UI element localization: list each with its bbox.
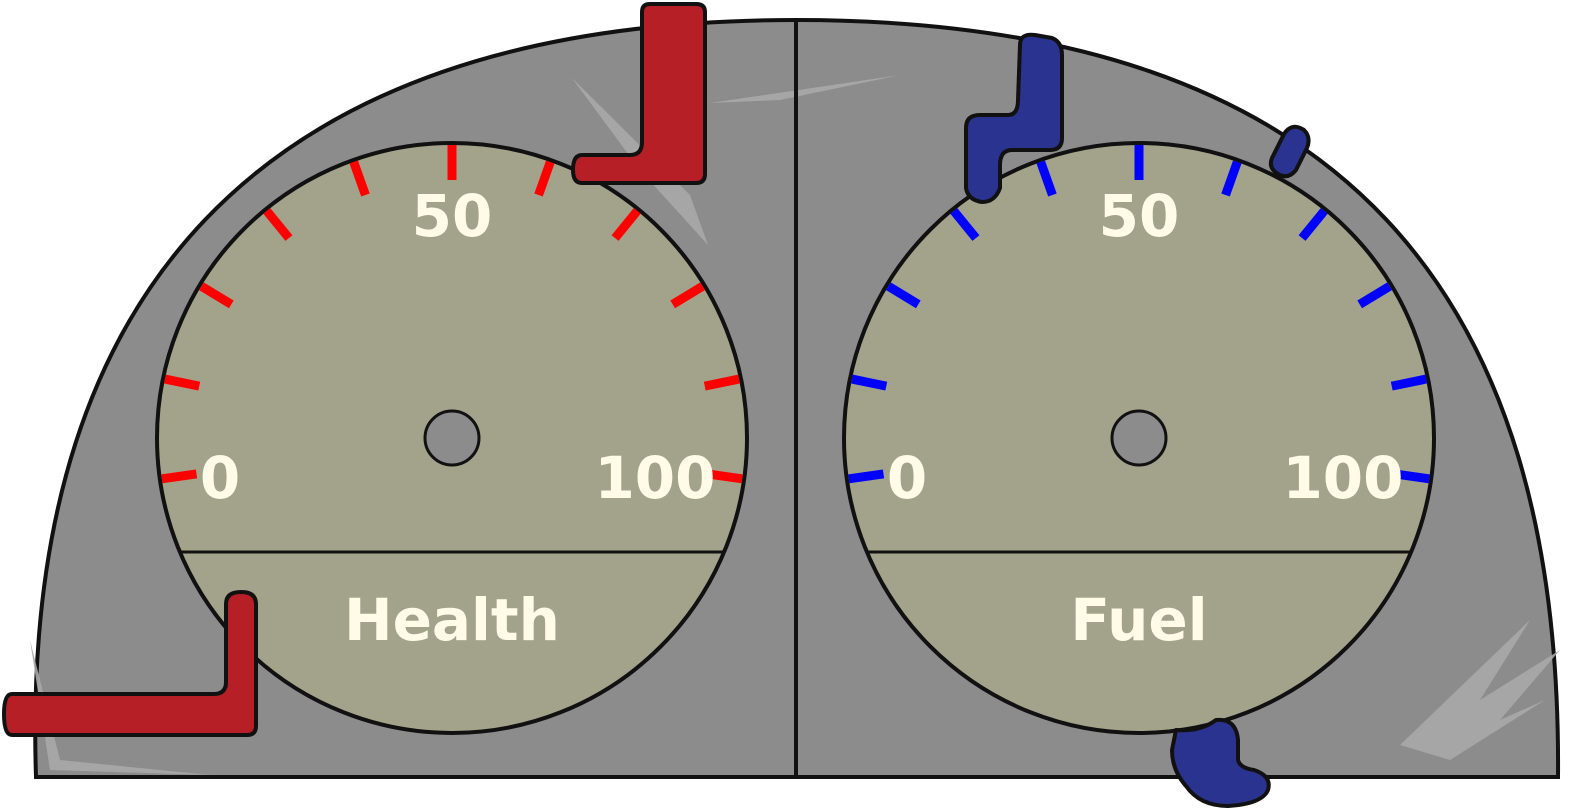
- health-tick-2: [199, 282, 234, 309]
- health-tick-1: [164, 374, 201, 391]
- health-bracket-bottom: [2, 590, 258, 737]
- fuel-tick-6: [1221, 160, 1242, 197]
- fuel-label-0: 0: [887, 444, 927, 512]
- fuel-bracket-bottom: [1170, 717, 1271, 808]
- fuel-tick-9: [1390, 374, 1427, 391]
- health-tick-6: [534, 160, 555, 197]
- health-tick-9: [703, 374, 740, 391]
- fuel-tick-0: [848, 469, 885, 484]
- fuel-bracket-top: [964, 32, 1064, 204]
- fuel-gauge: 50 0 100 Fuel: [842, 141, 1436, 735]
- health-tick-marks: [161, 145, 743, 484]
- fuel-needle-hub: [1110, 409, 1168, 467]
- health-bracket-top: [571, 2, 707, 185]
- fuel-tick-1: [851, 374, 888, 391]
- health-tick-4: [349, 160, 370, 197]
- health-tick-7: [611, 208, 641, 241]
- health-label-50: 50: [412, 182, 493, 250]
- health-gauge: 50 0 100 Health: [155, 141, 749, 735]
- fuel-tick-4: [1036, 160, 1057, 197]
- health-label-100: 100: [594, 444, 715, 512]
- fuel-tick-2: [886, 282, 921, 309]
- health-title: Health: [344, 586, 560, 654]
- health-tick-0: [161, 469, 198, 484]
- health-tick-10: [706, 469, 743, 484]
- health-label-0: 0: [200, 444, 240, 512]
- fuel-tick-marks: [848, 145, 1430, 484]
- fuel-bracket-small: [1268, 124, 1311, 179]
- health-tick-8: [670, 282, 705, 309]
- fuel-label-50: 50: [1099, 182, 1180, 250]
- health-tick-3: [263, 208, 293, 241]
- fuel-tick-8: [1357, 282, 1392, 309]
- fuel-tick-10: [1393, 469, 1430, 484]
- fuel-title: Fuel: [1070, 586, 1207, 654]
- fuel-label-100: 100: [1282, 444, 1403, 512]
- fuel-tick-7: [1298, 208, 1328, 241]
- fuel-tick-3: [950, 208, 980, 241]
- health-needle-hub: [423, 409, 481, 467]
